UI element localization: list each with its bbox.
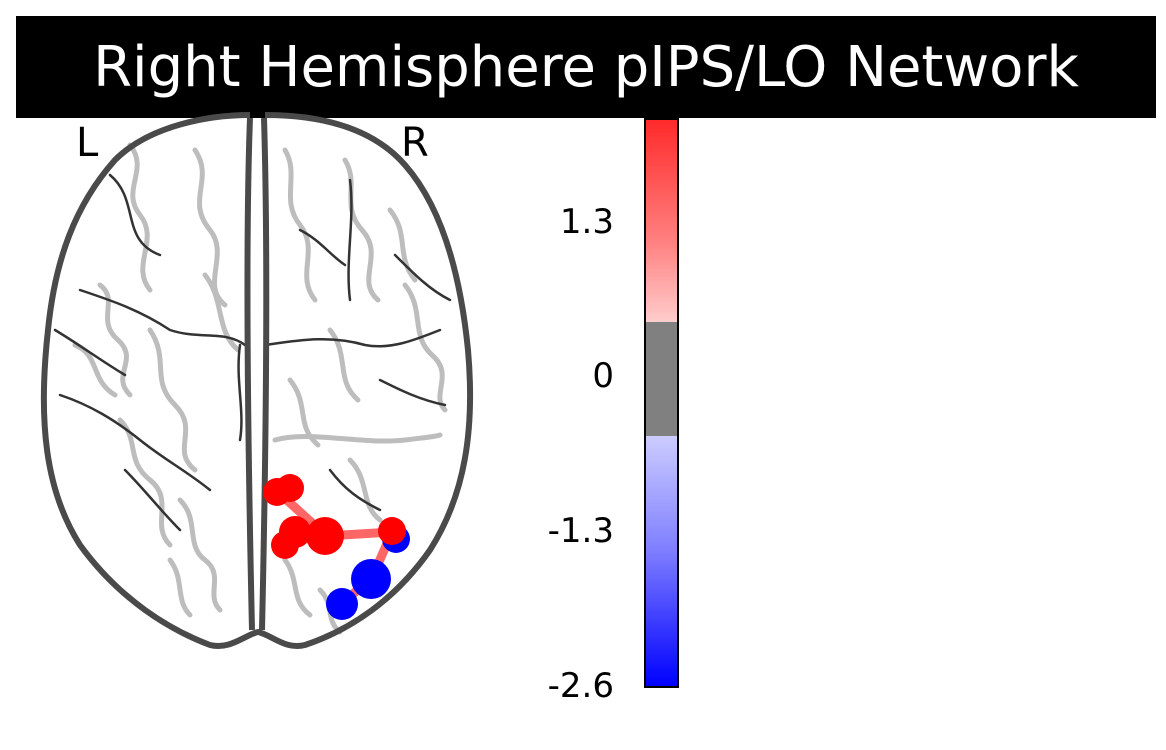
brain-gyri-lines — [53, 173, 452, 532]
colorbar — [644, 118, 679, 688]
colorbar-tick-label: 0 — [592, 356, 614, 396]
node — [326, 588, 358, 620]
colorbar-tick-label: -2.6 — [547, 666, 614, 706]
brain-outline — [40, 112, 474, 649]
colorbar-neutral-segment — [646, 322, 677, 436]
figure-title: Right Hemisphere pIPS/LO Network — [16, 16, 1156, 118]
node — [378, 517, 406, 545]
colorbar-tick-label: -1.3 — [547, 511, 614, 551]
node — [351, 559, 391, 599]
colorbar-positive-segment — [646, 120, 677, 322]
colorbar-tick-label: 1.3 — [559, 202, 614, 242]
right-hemisphere-label: R — [401, 120, 429, 166]
network-nodes — [263, 474, 410, 620]
colorbar-negative-segment — [646, 436, 677, 686]
node — [306, 517, 344, 555]
node — [271, 531, 299, 559]
left-hemisphere-label: L — [76, 120, 99, 166]
node — [276, 474, 304, 502]
